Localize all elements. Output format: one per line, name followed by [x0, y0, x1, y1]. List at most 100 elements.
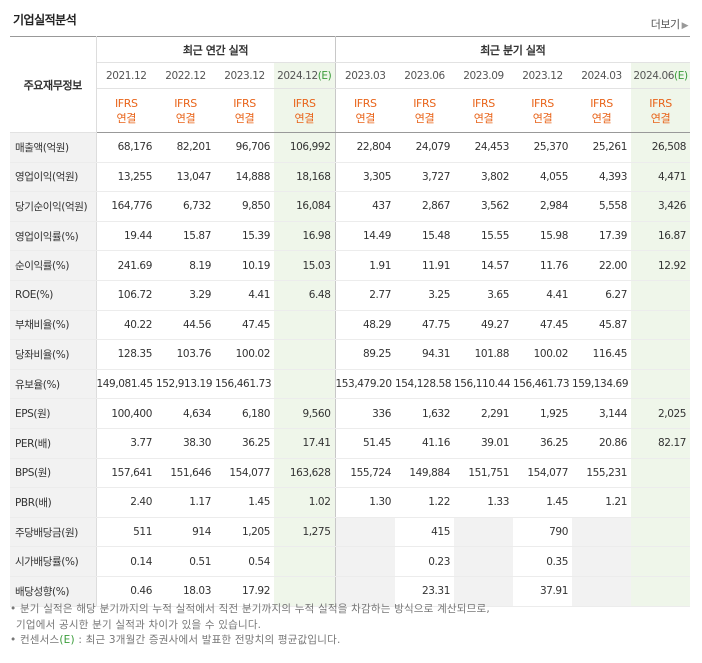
- table-cell: 6.27: [572, 280, 631, 311]
- period-label: 2023.09: [463, 69, 504, 82]
- table-cell: 2,867: [395, 191, 454, 222]
- row-label: 배당성향(%): [10, 576, 97, 607]
- row-label: 부채비율(%): [10, 310, 97, 341]
- table-cell: 159,134.69: [572, 369, 631, 400]
- ifrs-label: IFRS: [174, 96, 197, 110]
- table-cell: 15.03: [274, 250, 336, 281]
- table-cell: 336: [335, 398, 395, 429]
- more-link[interactable]: 더보기 ▶: [650, 16, 689, 32]
- consolidated-label: 연결: [234, 111, 255, 125]
- table-cell: 25,370: [513, 132, 572, 163]
- period-header: 2023.12: [513, 62, 572, 89]
- consolidated-label: 연결: [294, 111, 315, 125]
- accounting-standard: IFRS 연결: [454, 88, 513, 133]
- consolidated-label: 연결: [175, 111, 196, 125]
- table-row: 매출액(억원) 68,176 82,201 96,706 106,992 22,804 24…: [10, 132, 691, 163]
- table-cell: 23.31: [395, 576, 454, 607]
- table-cell: 6,732: [156, 191, 215, 222]
- table-cell: 9,560: [274, 398, 336, 429]
- table-cell: 2,025: [631, 398, 691, 429]
- table-cell: 2,291: [454, 398, 513, 429]
- table-cell: 47.75: [395, 310, 454, 341]
- table-cell: [274, 546, 336, 577]
- table-cell: 10.19: [215, 250, 274, 281]
- table-cell: 2.40: [96, 487, 156, 518]
- row-label: 유보율(%): [10, 369, 97, 400]
- table-cell: 155,724: [335, 458, 395, 489]
- table-cell: 22.00: [572, 250, 631, 281]
- table-cell: 22,804: [335, 132, 395, 163]
- table-cell: 49.27: [454, 310, 513, 341]
- financial-summary-table: 주요재무정보 최근 연간 실적 최근 분기 실적 2021.12 2022.12 2…: [10, 36, 691, 607]
- table-cell: 790: [513, 516, 572, 548]
- table-cell: 36.25: [215, 428, 274, 459]
- period-header: 2023.06: [395, 62, 454, 89]
- table-row: 시가배당률(%) 0.14 0.51 0.54 0.23 0.35: [10, 546, 691, 577]
- table-cell: 17.92: [215, 576, 274, 607]
- table-cell: 156,461.73: [513, 369, 572, 400]
- table-cell: 4,393: [572, 162, 631, 193]
- table-cell: [454, 516, 513, 548]
- table-cell: [631, 369, 691, 400]
- table-cell: 16.87: [631, 221, 691, 252]
- table-cell: 37.91: [513, 576, 572, 607]
- table-row: 부채비율(%) 40.22 44.56 47.45 48.29 47.75 49.27 47.…: [10, 310, 691, 341]
- table-cell: 0.23: [395, 546, 454, 577]
- table-cell: 12.92: [631, 250, 691, 281]
- row-label: 주당배당금(원): [10, 516, 97, 548]
- table-cell: 101.88: [454, 339, 513, 370]
- table-cell: [572, 516, 631, 548]
- table-cell: 38.30: [156, 428, 215, 459]
- table-cell: 2.77: [335, 280, 395, 311]
- table-cell: 96,706: [215, 132, 274, 163]
- row-label: EPS(원): [10, 398, 97, 429]
- table-cell: [631, 516, 691, 548]
- table-cell: 154,077: [215, 458, 274, 489]
- table-cell: 6.48: [274, 280, 336, 311]
- consolidated-label: 연결: [414, 111, 435, 125]
- table-cell: 1.45: [215, 487, 274, 518]
- table-cell: [274, 310, 336, 341]
- table-cell: 17.39: [572, 221, 631, 252]
- table-cell: 51.45: [335, 428, 395, 459]
- table-cell: 128.35: [96, 339, 156, 370]
- accounting-standard: IFRS 연결: [335, 88, 395, 133]
- table-cell: 39.01: [454, 428, 513, 459]
- table-cell: [572, 576, 631, 607]
- row-label: 당좌비율(%): [10, 339, 97, 370]
- table-cell: 164,776: [96, 191, 156, 222]
- annual-group-header: 최근 연간 실적: [96, 36, 336, 63]
- table-cell: 3,144: [572, 398, 631, 429]
- accounting-standard: IFRS 연결: [513, 88, 572, 133]
- table-cell: 106,992: [274, 132, 336, 163]
- table-cell: 0.14: [96, 546, 156, 577]
- table-cell: 26,508: [631, 132, 691, 163]
- table-cell: 16,084: [274, 191, 336, 222]
- table-row: 영업이익(억원) 13,255 13,047 14,888 18,168 3,305 3,7…: [10, 162, 691, 193]
- consolidated-label: 연결: [532, 111, 553, 125]
- period-header: 2023.09: [454, 62, 513, 89]
- table-cell: [631, 280, 691, 311]
- table-cell: 415: [395, 516, 454, 548]
- table-cell: 106.72: [96, 280, 156, 311]
- table-cell: [631, 576, 691, 607]
- table-row: PBR(배) 2.40 1.17 1.45 1.02 1.30 1.22 1.33 1.45 1.…: [10, 487, 691, 518]
- accounting-standard: IFRS 연결: [215, 88, 274, 133]
- table-cell: 15.48: [395, 221, 454, 252]
- ifrs-label: IFRS: [649, 96, 672, 110]
- more-link-label: 더보기: [650, 18, 680, 31]
- table-cell: 1.17: [156, 487, 215, 518]
- table-cell: [274, 576, 336, 607]
- footnote-quarterly: • 분기 실적은 해당 분기까지의 누적 실적에서 직전 분기까지의 누적 실적…: [10, 603, 490, 615]
- table-cell: [274, 339, 336, 370]
- table-cell: [631, 458, 691, 489]
- row-label: PBR(배): [10, 487, 97, 518]
- table-cell: 100.02: [215, 339, 274, 370]
- period-label: 2024.06: [633, 69, 675, 82]
- table-cell: 154,128.58: [395, 369, 454, 400]
- table-cell: 14.49: [335, 221, 395, 252]
- period-label: 2022.12: [165, 69, 206, 82]
- row-label: PER(배): [10, 428, 97, 459]
- table-cell: 1.21: [572, 487, 631, 518]
- table-cell: 153,479.20: [335, 369, 395, 400]
